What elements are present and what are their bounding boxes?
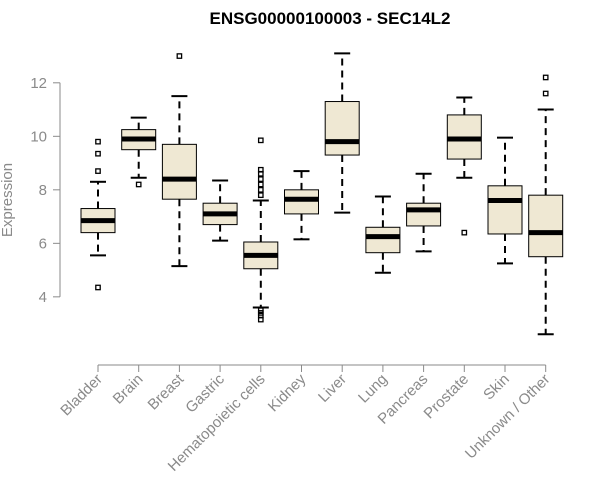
box-group [324,52,360,214]
y-axis: 4 6 8 10 12 [30,75,61,306]
outlier-point [95,168,101,174]
iqr-box [284,189,319,215]
box-group [487,136,523,265]
iqr-box [487,185,523,235]
y-tick-label: 4 [39,289,47,306]
y-axis-label: Expression [0,163,16,237]
y-tick-label: 6 [39,235,47,252]
outlier-point [257,181,264,188]
outlier-point [257,186,264,193]
outlier-point [95,138,101,145]
outlier-point [257,316,264,323]
iqr-box [324,101,360,156]
y-tick-label: 10 [30,128,47,145]
outlier-point [95,150,101,157]
outlier-point [461,229,468,236]
iqr-box [528,194,564,258]
x-tick-label: Skin [480,371,513,404]
iqr-box [406,202,442,227]
box-group [406,172,442,253]
box-group [365,195,401,274]
iqr-box [365,226,401,254]
box-group [121,116,157,188]
x-tick-label: Kidney [265,370,310,415]
outlier-point [542,74,549,81]
outlier-point [257,192,264,199]
box-group [446,96,482,236]
x-tick-label: Lung [355,371,391,407]
y-tick-label: 8 [39,182,47,199]
outlier-point [95,284,101,291]
box-group [202,179,238,242]
outlier-point [257,176,264,182]
x-tick-label: Brain [110,371,147,408]
outlier-point [257,137,264,144]
box-group [243,137,279,323]
outlier-point [257,170,264,177]
outlier-point [135,181,142,188]
x-tick-label: Liver [315,371,350,406]
outlier-point [176,53,183,59]
x-tick-label: Bladder [57,371,106,420]
outlier-point [542,90,549,97]
box-group [284,170,319,241]
x-tick-label: Breast [145,370,188,413]
chart-title: ENSG00000100003 - SEC14L2 [210,9,451,28]
box-series [80,52,564,336]
box-group [161,53,197,268]
iqr-box [161,143,197,200]
box-group [528,74,564,336]
box-group [80,138,116,291]
x-tick-label: Prostate [421,371,473,423]
y-tick-label: 12 [30,75,47,92]
